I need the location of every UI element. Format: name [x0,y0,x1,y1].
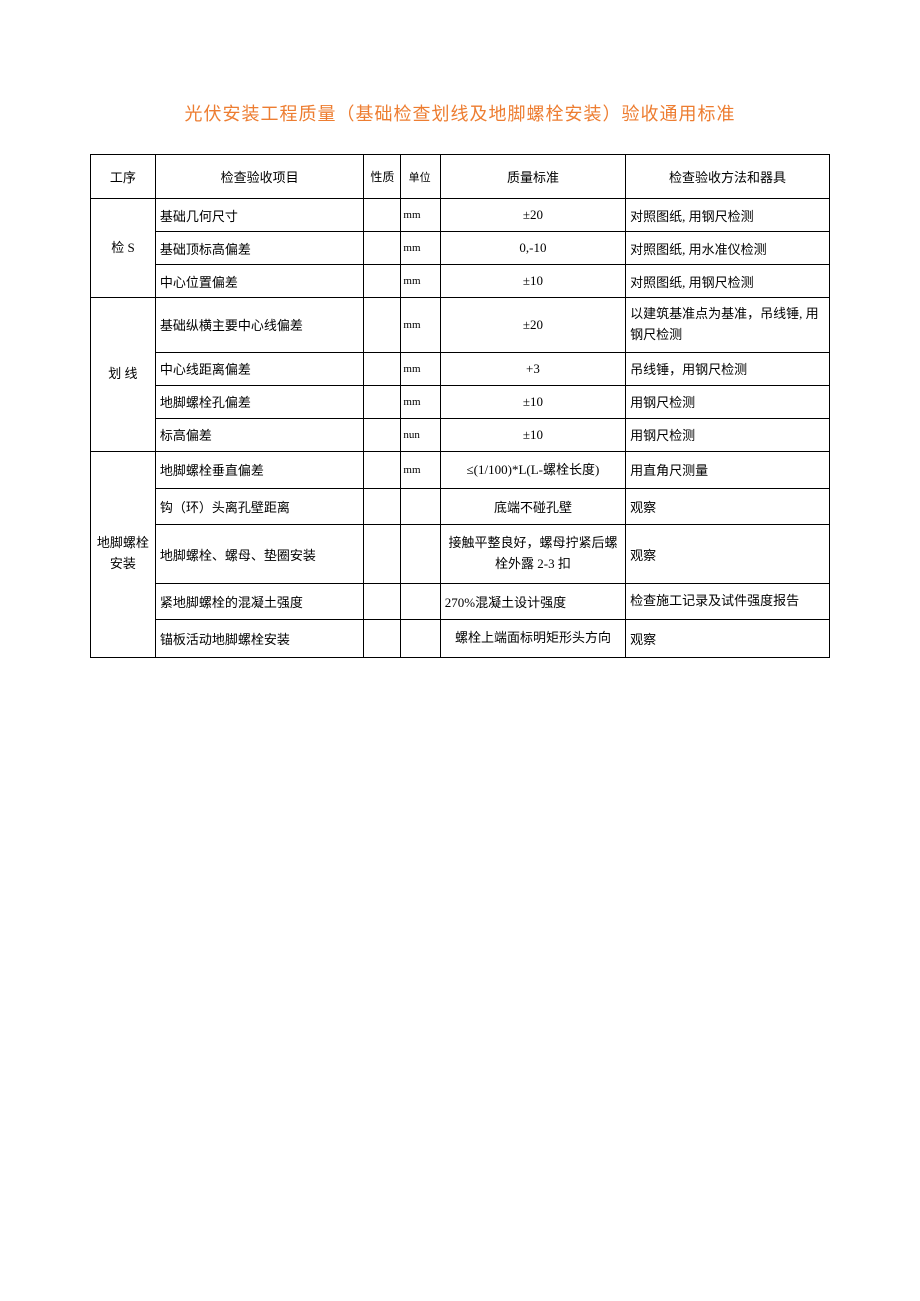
cell-nature [364,199,401,232]
cell-unit [401,525,440,584]
table-row: 地脚螺栓孔偏差 mm ±10 用钢尺检测 [91,385,830,418]
cell-unit: mm [401,451,440,489]
cell-method: 用钢尺检测 [626,418,830,451]
cell-std: 270%混凝土设计强度 [440,583,625,619]
cell-item: 地脚螺栓垂直偏差 [155,451,363,489]
cell-nature [364,583,401,619]
cell-method: 用钢尺检测 [626,385,830,418]
col-header-proc: 工序 [91,155,156,199]
cell-nature [364,451,401,489]
table-row: 钩（环）头离孔壁距离 底端不碰孔壁 观察 [91,489,830,525]
col-header-item: 检查验收项目 [155,155,363,199]
col-header-nature: 性质 [364,155,401,199]
cell-item: 中心线距离偏差 [155,352,363,385]
cell-nature [364,352,401,385]
cell-method: 用直角尺测量 [626,451,830,489]
table-row: 中心位置偏差 mm ±10 对照图纸, 用钢尺检测 [91,265,830,298]
cell-std: 底端不碰孔壁 [440,489,625,525]
cell-unit: mm [401,232,440,265]
cell-unit: mm [401,199,440,232]
cell-item: 基础顶标高偏差 [155,232,363,265]
table-row: 地脚螺栓、螺母、垫圈安装 接触平整良好，螺母拧紧后螺栓外露 2-3 扣 观察 [91,525,830,584]
cell-std: ±10 [440,418,625,451]
cell-unit [401,489,440,525]
proc-cell-0: 检 S [91,199,156,298]
cell-nature [364,489,401,525]
col-header-unit: 单位 [401,155,440,199]
cell-nature [364,619,401,657]
proc-cell-2: 地脚螺栓安装 [91,451,156,657]
cell-unit: mm [401,298,440,353]
cell-method: 以建筑基准点为基准，吊线锤, 用钢尺检测 [626,298,830,353]
col-header-method: 检查验收方法和器具 [626,155,830,199]
cell-item: 标高偏差 [155,418,363,451]
cell-std: ±20 [440,199,625,232]
table-row: 锚板活动地脚螺栓安装 螺栓上端面标明矩形头方向 观察 [91,619,830,657]
cell-std: 接触平整良好，螺母拧紧后螺栓外露 2-3 扣 [440,525,625,584]
page-title: 光伏安装工程质量（基础检查划线及地脚螺栓安装）验收通用标准 [90,100,830,126]
cell-method: 对照图纸, 用钢尺检测 [626,265,830,298]
cell-item: 地脚螺栓、螺母、垫圈安装 [155,525,363,584]
cell-method: 吊线锤，用钢尺检测 [626,352,830,385]
cell-std: 螺栓上端面标明矩形头方向 [440,619,625,657]
cell-item: 基础几何尺寸 [155,199,363,232]
cell-std: +3 [440,352,625,385]
cell-method: 观察 [626,489,830,525]
table-row: 地脚螺栓安装 地脚螺栓垂直偏差 mm ≤(1/100)*L(L-螺栓长度) 用直… [91,451,830,489]
cell-unit: nun [401,418,440,451]
table-row: 标高偏差 nun ±10 用钢尺检测 [91,418,830,451]
cell-method: 对照图纸, 用水准仪检测 [626,232,830,265]
table-row: 紧地脚螺栓的混凝土强度 270%混凝土设计强度 检查施工记录及试件强度报告 [91,583,830,619]
cell-method: 观察 [626,525,830,584]
cell-nature [364,525,401,584]
col-header-std: 质量标准 [440,155,625,199]
cell-unit [401,619,440,657]
cell-method: 对照图纸, 用钢尺检测 [626,199,830,232]
cell-item: 地脚螺栓孔偏差 [155,385,363,418]
cell-std: ≤(1/100)*L(L-螺栓长度) [440,451,625,489]
cell-nature [364,418,401,451]
cell-std: ±10 [440,385,625,418]
cell-std: 0,-10 [440,232,625,265]
table-row: 基础顶标高偏差 mm 0,-10 对照图纸, 用水准仪检测 [91,232,830,265]
cell-unit: mm [401,352,440,385]
cell-item: 中心位置偏差 [155,265,363,298]
cell-unit [401,583,440,619]
cell-std: ±20 [440,298,625,353]
cell-nature [364,298,401,353]
proc-cell-1: 划 线 [91,298,156,452]
cell-item: 基础纵横主要中心线偏差 [155,298,363,353]
cell-method: 观察 [626,619,830,657]
cell-item: 紧地脚螺栓的混凝土强度 [155,583,363,619]
cell-nature [364,385,401,418]
table-row: 检 S 基础几何尺寸 mm ±20 对照图纸, 用钢尺检测 [91,199,830,232]
cell-std: ±10 [440,265,625,298]
table-row: 划 线 基础纵横主要中心线偏差 mm ±20 以建筑基准点为基准，吊线锤, 用钢… [91,298,830,353]
table-header-row: 工序 检查验收项目 性质 单位 质量标准 检查验收方法和器具 [91,155,830,199]
cell-item: 钩（环）头离孔壁距离 [155,489,363,525]
cell-item: 锚板活动地脚螺栓安装 [155,619,363,657]
inspection-table: 工序 检查验收项目 性质 单位 质量标准 检查验收方法和器具 检 S 基础几何尺… [90,154,830,658]
cell-nature [364,232,401,265]
cell-nature [364,265,401,298]
cell-unit: mm [401,385,440,418]
cell-unit: mm [401,265,440,298]
cell-method: 检查施工记录及试件强度报告 [626,583,830,619]
table-row: 中心线距离偏差 mm +3 吊线锤，用钢尺检测 [91,352,830,385]
